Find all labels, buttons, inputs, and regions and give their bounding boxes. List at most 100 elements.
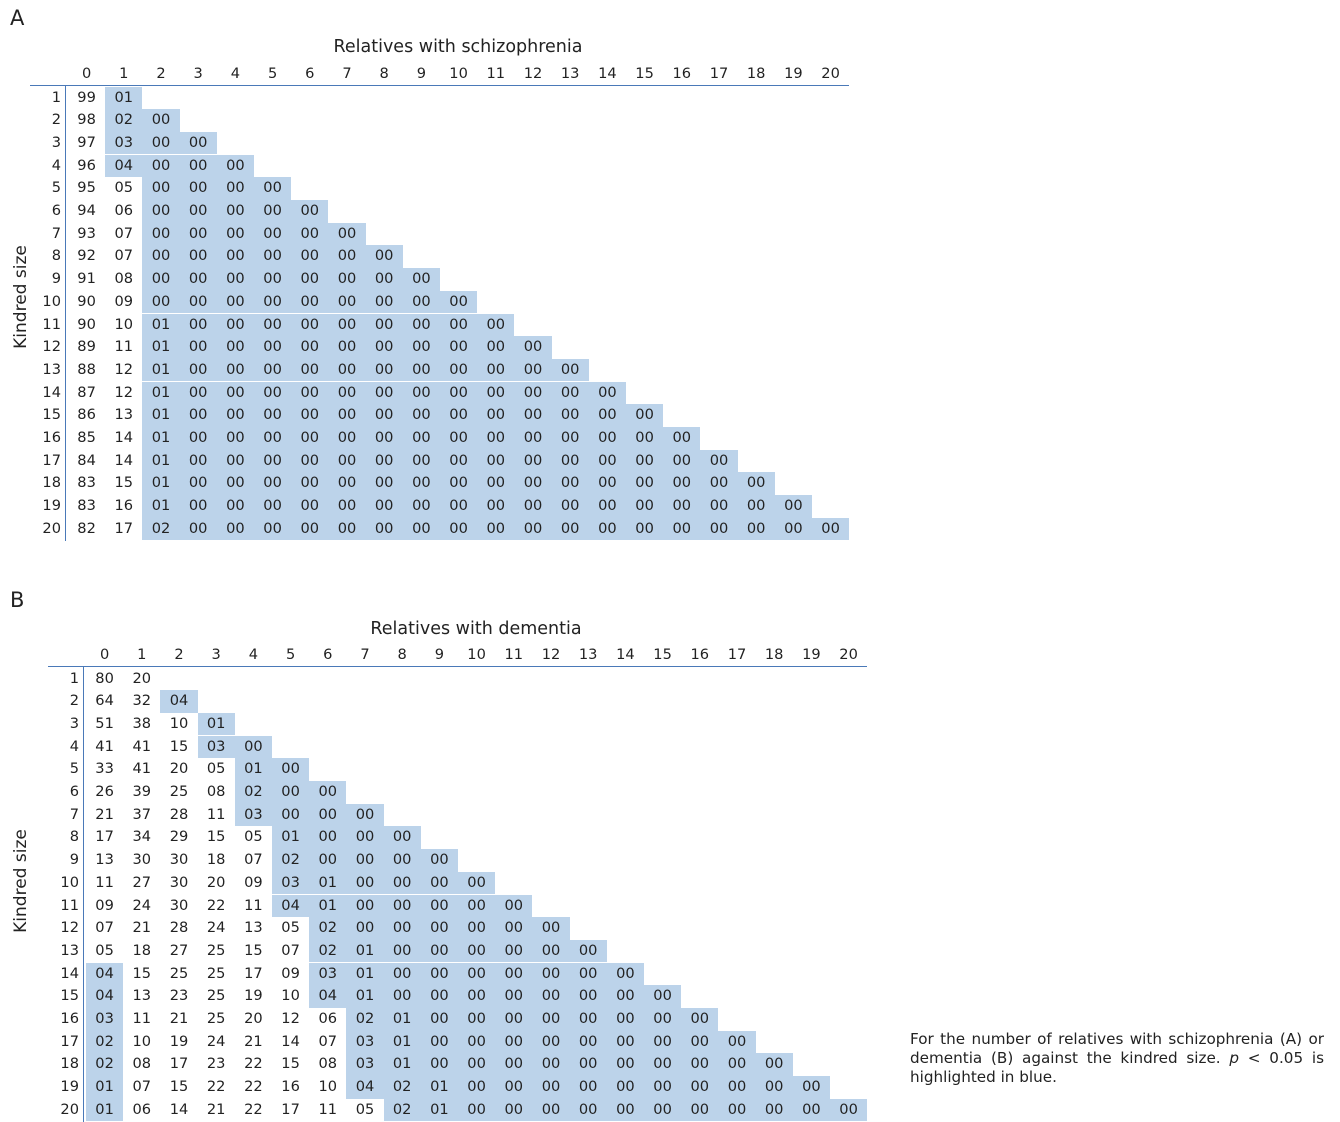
table-cell: 92	[77, 247, 96, 265]
table-cell: 00	[402, 336, 440, 359]
table-cell: 00	[179, 245, 217, 268]
header-rule	[30, 85, 850, 86]
table-cell: 00	[755, 1076, 793, 1099]
table-cell: 04	[105, 154, 143, 178]
table-cell: 99	[77, 88, 96, 106]
table-cell: 00	[346, 894, 384, 918]
table-cell: 30	[169, 896, 189, 914]
table-cell: 00	[402, 381, 440, 405]
table-cell: 00	[291, 495, 329, 518]
table-cell: 00	[254, 404, 292, 427]
table-cell: 28	[169, 919, 189, 937]
table-cell: 00	[365, 268, 403, 291]
table-cell: 94	[77, 202, 96, 219]
table-cell: 03	[309, 962, 347, 986]
table-cell: 10	[132, 1032, 152, 1050]
table-cell: 24	[206, 1032, 226, 1050]
table-cell: 19	[244, 987, 263, 1005]
table-cell: 00	[458, 985, 496, 1008]
table-title-b: Relatives with dementia	[370, 619, 582, 639]
table-cell: 11	[318, 1100, 338, 1118]
table-cell: 00	[681, 1053, 719, 1076]
column-header: 17	[727, 646, 747, 663]
table-cell: 00	[402, 313, 440, 337]
table-cell: 00	[346, 826, 384, 849]
table-cell: 00	[644, 1008, 682, 1031]
table-cell: 07	[114, 224, 134, 242]
table-cell: 12	[281, 1010, 300, 1027]
row-label-kindred-size: 15	[60, 987, 79, 1005]
row-label-kindred-size: 2	[69, 692, 79, 710]
table-cell: 30	[132, 851, 152, 869]
table-cell: 01	[142, 313, 180, 337]
table-cell: 00	[532, 1053, 570, 1076]
table-cell: 00	[328, 449, 366, 473]
table-cell: 00	[402, 358, 440, 382]
table-cell: 00	[328, 381, 366, 405]
table-cell: 00	[328, 290, 366, 314]
table-cell: 00	[328, 268, 366, 291]
table-cell: 00	[216, 222, 254, 246]
table-cell: 83	[77, 497, 96, 515]
table-cell: 21	[169, 1010, 189, 1027]
row-label-kindred-size: 4	[51, 156, 61, 174]
row-label-kindred-size: 12	[42, 338, 61, 356]
table-cell: 10	[169, 714, 189, 732]
table-cell: 00	[179, 200, 217, 223]
table-cell: 00	[569, 939, 607, 963]
table-cell: 00	[532, 962, 570, 986]
table-cell: 14	[169, 1100, 189, 1118]
table-cell: 07	[244, 851, 263, 869]
table-cell: 00	[440, 290, 478, 314]
table-cell: 02	[383, 1098, 421, 1122]
table-cell: 00	[495, 1053, 533, 1076]
table-cell: 00	[569, 1053, 607, 1076]
table-cell: 00	[254, 449, 292, 473]
table-cell: 01	[142, 381, 180, 405]
table-cell: 00	[216, 381, 254, 405]
table-cell: 00	[254, 336, 292, 359]
table-cell: 96	[77, 156, 96, 174]
table-cell: 00	[458, 917, 496, 940]
row-label-kindred-size: 3	[51, 133, 61, 151]
table-cell: 00	[588, 495, 626, 518]
table-cell: 00	[402, 290, 440, 314]
row-label-kindred-size: 12	[60, 919, 79, 937]
table-cell: 39	[132, 783, 152, 800]
column-header: 9	[416, 65, 427, 82]
table-cell: 22	[244, 1100, 263, 1118]
column-header: 11	[486, 65, 506, 82]
table-cell: 01	[142, 449, 180, 473]
table-cell: 10	[318, 1078, 338, 1096]
caption-text-1: For the number of relatives with schizop…	[910, 1030, 1324, 1067]
table-cell: 00	[254, 495, 292, 518]
table-cell: 00	[216, 404, 254, 427]
table-cell: 02	[309, 917, 347, 940]
table-cell: 00	[291, 336, 329, 359]
table-cell: 00	[812, 517, 850, 541]
table-cell: 07	[281, 941, 300, 959]
table-cell: 03	[86, 1008, 124, 1031]
table-cell: 00	[254, 222, 292, 246]
table-cell: 00	[663, 449, 701, 473]
table-cell: 01	[383, 1008, 421, 1031]
ylabel-a: Kindred size	[11, 245, 31, 349]
table-cell: 02	[383, 1076, 421, 1099]
table-cell: 00	[216, 268, 254, 291]
column-header: 16	[672, 65, 692, 82]
table-cell: 41	[132, 737, 152, 755]
table-cell: 00	[737, 517, 775, 541]
table-cell: 91	[77, 270, 96, 288]
table-cell: 23	[206, 1055, 226, 1073]
table-cell: 00	[440, 358, 478, 382]
table-cell: 03	[234, 803, 272, 827]
table-cell: 17	[244, 964, 263, 982]
table-cell: 00	[420, 1053, 458, 1076]
row-label-kindred-size: 19	[42, 497, 61, 515]
table-cell: 00	[514, 449, 552, 473]
table-cell: 38	[132, 714, 152, 732]
column-header: 2	[156, 65, 166, 82]
table-cell: 00	[440, 472, 478, 495]
table-cell: 00	[626, 449, 664, 473]
table-cell: 00	[626, 427, 664, 450]
